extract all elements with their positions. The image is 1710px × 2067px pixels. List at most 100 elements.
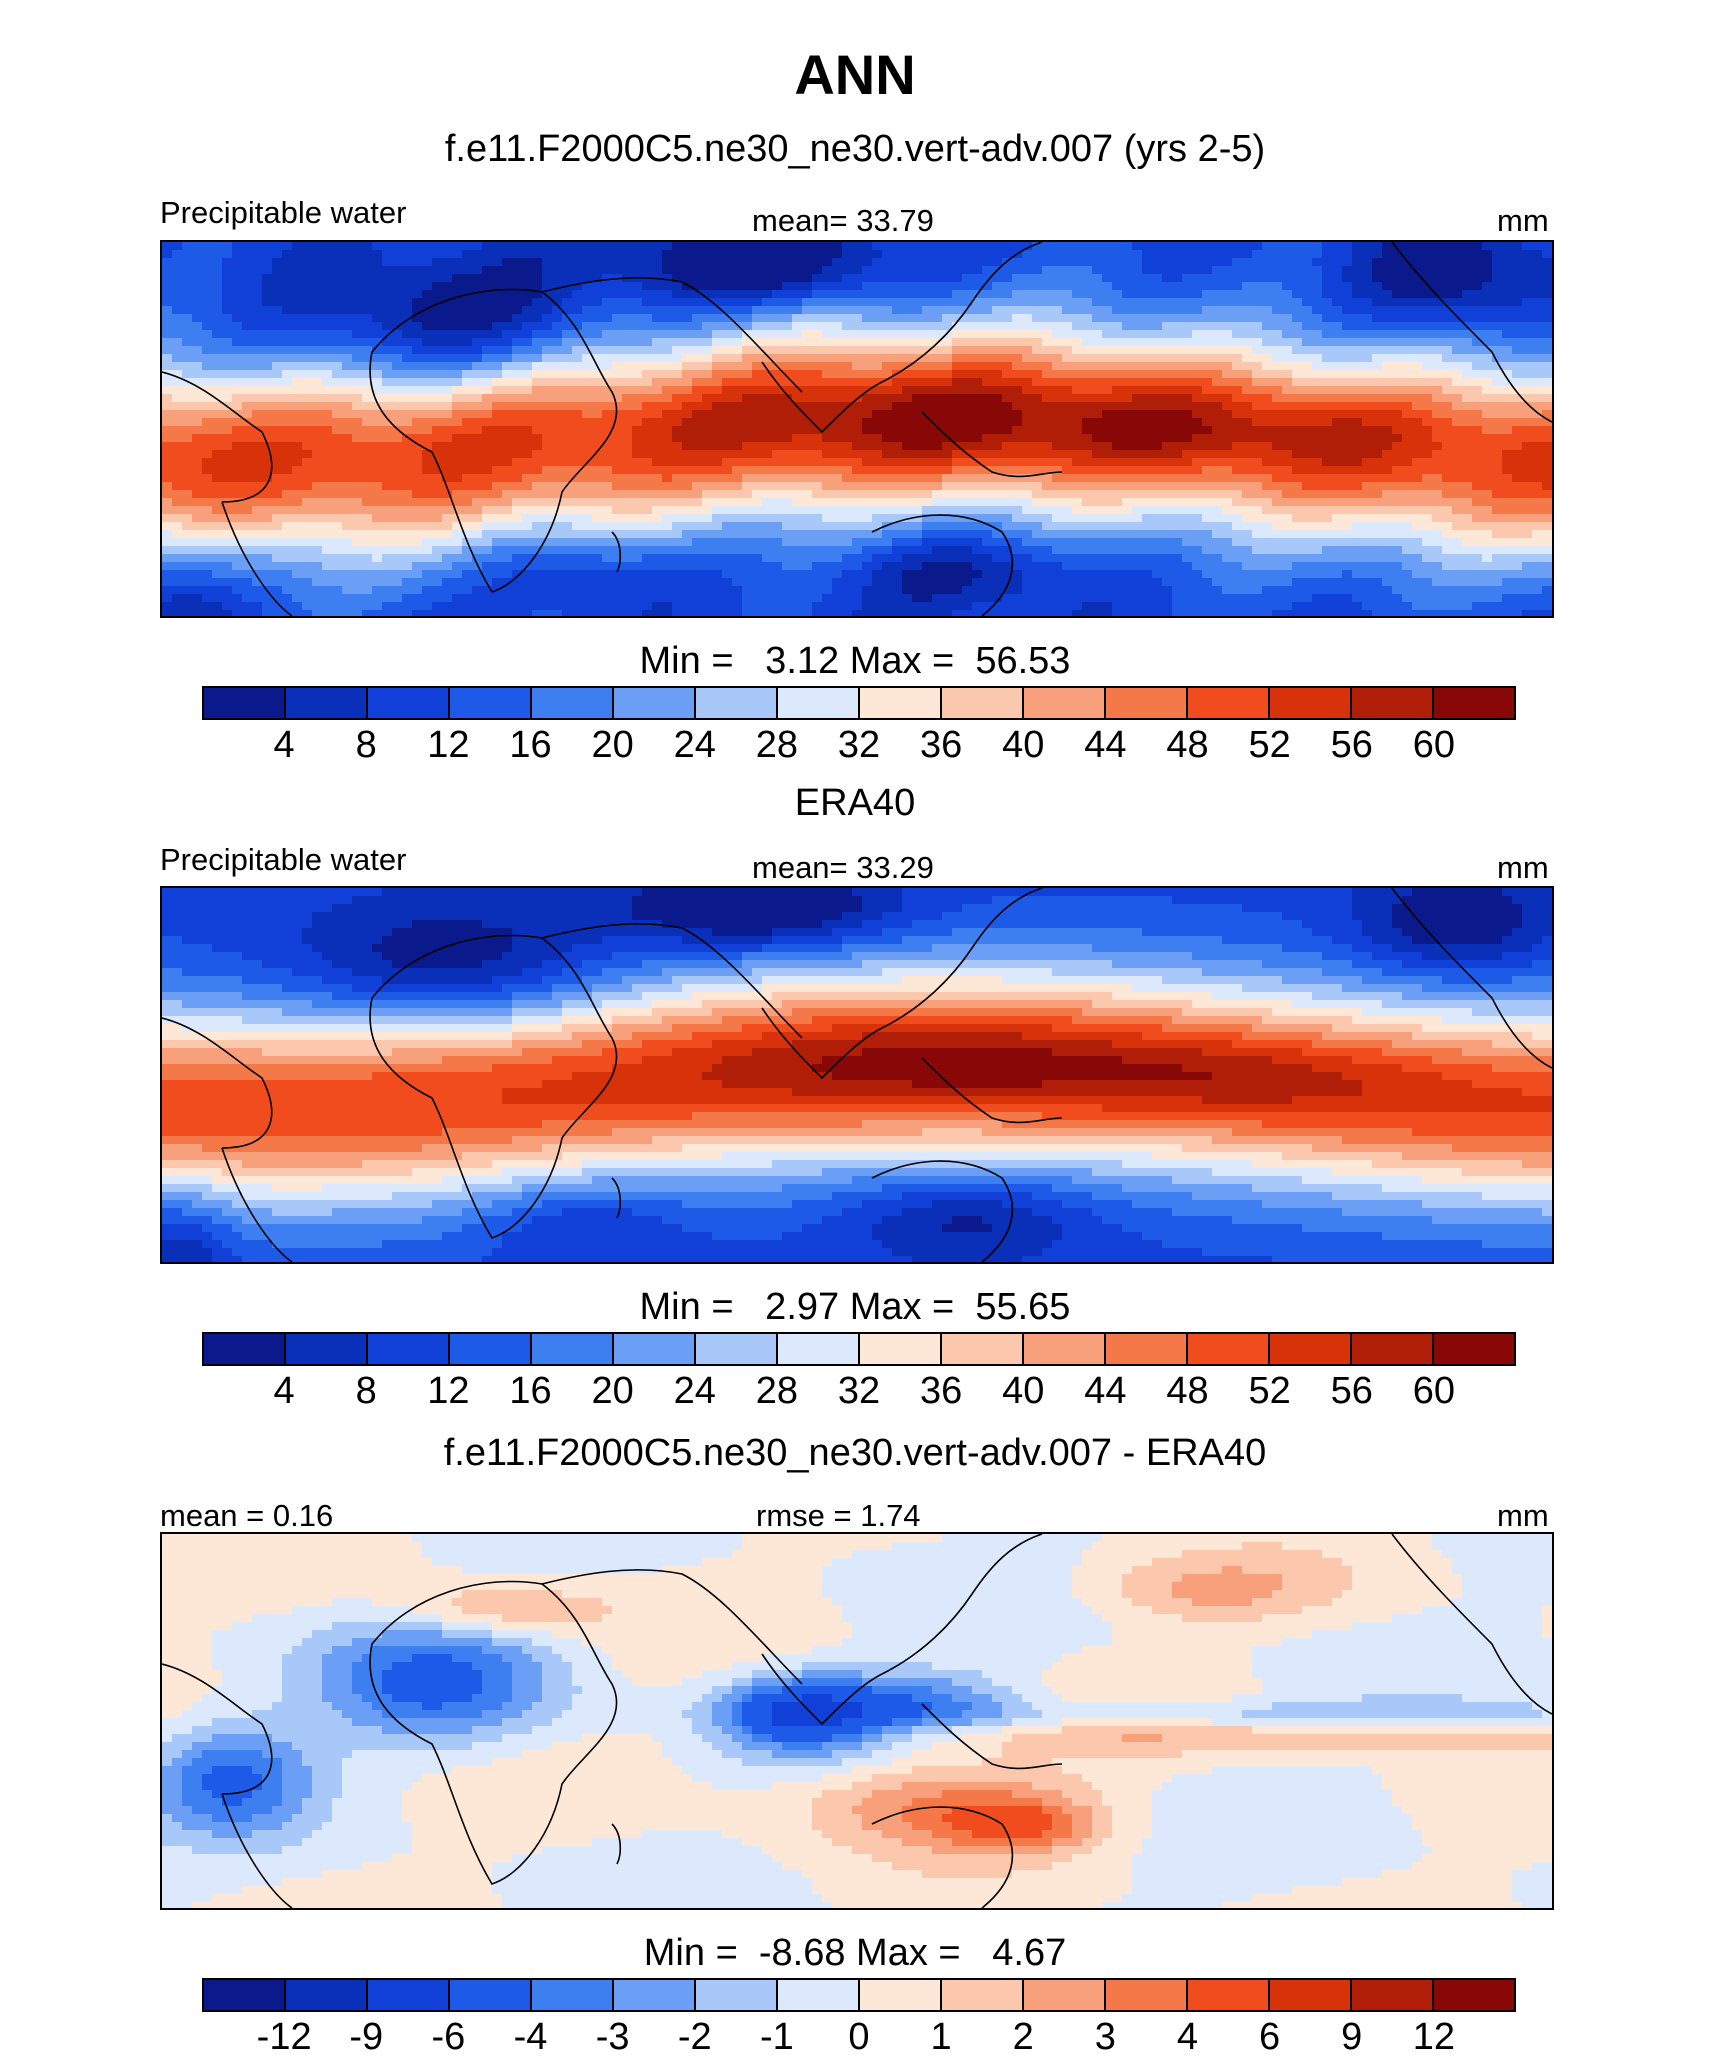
contour-cell: [1422, 290, 1433, 299]
contour-cell: [382, 386, 393, 395]
contour-cell: [172, 426, 183, 435]
contour-cell: [682, 282, 693, 291]
contour-cell: [932, 282, 943, 291]
contour-cell: [222, 458, 233, 467]
contour-cell: [1262, 410, 1273, 419]
contour-cell: [962, 378, 973, 387]
contour-cell: [332, 466, 343, 475]
contour-cell: [852, 378, 863, 387]
contour-cell: [1022, 314, 1033, 323]
contour-cell: [802, 418, 813, 427]
panel-1-map: [160, 240, 1554, 618]
contour-cell: [1112, 298, 1123, 307]
contour-cell: [1292, 274, 1303, 283]
contour-cell: [412, 514, 423, 523]
contour-cell: [162, 306, 173, 315]
contour-cell: [702, 394, 713, 403]
contour-cell: [1252, 266, 1263, 275]
contour-cell: [692, 434, 703, 443]
contour-cell: [642, 394, 653, 403]
contour-cell: [1092, 442, 1103, 451]
contour-cell: [1502, 362, 1513, 371]
contour-cell: [782, 386, 793, 395]
contour-cell: [1332, 362, 1343, 371]
contour-cell: [942, 466, 953, 475]
contour-cell: [432, 266, 443, 275]
contour-cell: [222, 386, 233, 395]
contour-cell: [1422, 322, 1433, 331]
contour-cell: [382, 250, 393, 259]
contour-cell: [1102, 394, 1113, 403]
contour-cell: [1402, 346, 1413, 355]
contour-cell: [852, 402, 863, 411]
contour-cell: [502, 410, 513, 419]
contour-cell: [1512, 458, 1523, 467]
contour-cell: [1012, 474, 1023, 483]
contour-cell: [1232, 370, 1243, 379]
contour-cell: [1062, 482, 1073, 491]
contour-cell: [1352, 258, 1363, 267]
contour-cell: [1332, 386, 1343, 395]
contour-cell: [412, 490, 423, 499]
contour-cell: [522, 506, 533, 515]
contour-cell: [752, 290, 763, 299]
contour-cell: [1382, 250, 1393, 259]
contour-cell: [1172, 394, 1183, 403]
contour-cell: [992, 330, 1003, 339]
contour-cell: [1162, 346, 1173, 355]
contour-cell: [1352, 370, 1363, 379]
contour-cell: [1312, 274, 1323, 283]
contour-cell: [1202, 354, 1213, 363]
contour-cell: [792, 354, 803, 363]
contour-cell: [632, 450, 643, 459]
contour-cell: [642, 386, 653, 395]
contour-cell: [822, 306, 833, 315]
contour-cell: [872, 450, 883, 459]
contour-cell: [332, 410, 343, 419]
contour-cell: [352, 418, 363, 427]
contour-cell: [902, 442, 913, 451]
contour-cell: [192, 290, 203, 299]
contour-cell: [1312, 290, 1323, 299]
contour-cell: [1242, 386, 1253, 395]
contour-cell: [1162, 362, 1173, 371]
contour-cell: [972, 482, 983, 491]
contour-cell: [952, 474, 963, 483]
contour-cell: [812, 266, 823, 275]
contour-cell: [512, 474, 523, 483]
contour-cell: [1172, 322, 1183, 331]
contour-cell: [362, 346, 373, 355]
contour-cell: [702, 354, 713, 363]
contour-cell: [992, 314, 1003, 323]
contour-cell: [1332, 498, 1343, 507]
contour-cell: [1412, 442, 1423, 451]
contour-cell: [502, 346, 513, 355]
contour-cell: [722, 394, 733, 403]
contour-cell: [582, 242, 593, 251]
contour-cell: [962, 338, 973, 347]
contour-cell: [1232, 290, 1243, 299]
contour-cell: [1422, 442, 1433, 451]
contour-cell: [452, 458, 463, 467]
contour-cell: [172, 266, 183, 275]
contour-cell: [192, 378, 203, 387]
contour-cell: [892, 514, 903, 523]
contour-cell: [842, 258, 853, 267]
contour-cell: [1142, 258, 1153, 267]
contour-cell: [1172, 378, 1183, 387]
contour-cell: [672, 514, 683, 523]
contour-cell: [302, 402, 313, 411]
contour-cell: [1332, 282, 1343, 291]
contour-cell: [632, 290, 643, 299]
contour-cell: [1032, 402, 1043, 411]
contour-cell: [1362, 506, 1373, 515]
contour-cell: [1332, 378, 1343, 387]
contour-cell: [1432, 402, 1443, 411]
contour-cell: [452, 258, 463, 267]
contour-cell: [1462, 482, 1473, 491]
contour-cell: [982, 402, 993, 411]
contour-cell: [502, 482, 513, 491]
contour-cell: [742, 354, 753, 363]
contour-cell: [332, 258, 343, 267]
contour-cell: [172, 306, 183, 315]
